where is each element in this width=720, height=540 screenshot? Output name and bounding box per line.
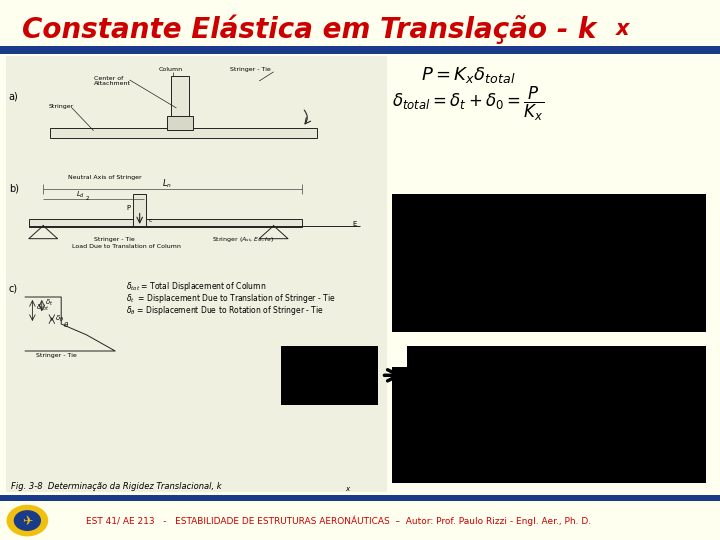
Text: $\delta_{tot}$ = Total Displacement of Column: $\delta_{tot}$ = Total Displacement of C… bbox=[126, 280, 266, 293]
Bar bbox=[392, 194, 706, 332]
Text: Stringer: Stringer bbox=[49, 104, 74, 109]
Text: b): b) bbox=[9, 184, 19, 194]
Text: $2$: $2$ bbox=[85, 194, 90, 202]
Bar bbox=[167, 116, 193, 130]
Text: Fig. 3-8  Determinação da Rigidez Translacional, k: Fig. 3-8 Determinação da Rigidez Transla… bbox=[11, 482, 222, 491]
Text: x: x bbox=[616, 19, 629, 39]
Text: c: c bbox=[149, 219, 153, 224]
Text: $\delta_\theta$: $\delta_\theta$ bbox=[55, 314, 65, 324]
Bar bbox=[50, 128, 317, 138]
Text: Stringer - Tie: Stringer - Tie bbox=[94, 238, 135, 242]
Bar bbox=[281, 346, 378, 405]
Bar bbox=[0, 495, 720, 501]
Text: Column: Column bbox=[158, 68, 183, 72]
Text: E: E bbox=[353, 221, 357, 227]
Text: $\delta_t$  = Displacement Due to Translation of Stringer - Tie: $\delta_t$ = Displacement Due to Transla… bbox=[126, 292, 336, 305]
Bar bbox=[0, 46, 720, 54]
Text: $\delta_t$: $\delta_t$ bbox=[45, 298, 54, 308]
Text: x: x bbox=[346, 486, 350, 492]
Bar bbox=[407, 346, 706, 405]
Text: $L_n$: $L_n$ bbox=[162, 178, 172, 190]
Text: Stringer - Tie: Stringer - Tie bbox=[230, 68, 271, 72]
Text: P: P bbox=[126, 205, 130, 211]
Text: $\theta$: $\theta$ bbox=[63, 320, 70, 329]
Bar bbox=[392, 367, 706, 483]
Text: $\delta_{tot}$: $\delta_{tot}$ bbox=[36, 303, 49, 313]
Text: a): a) bbox=[9, 92, 19, 102]
Text: Center of: Center of bbox=[94, 76, 123, 81]
Text: Stringer - Tie: Stringer - Tie bbox=[36, 354, 77, 359]
Text: $\delta_\theta$ = Displacement Due to Rotation of Stringer - Tie: $\delta_\theta$ = Displacement Due to Ro… bbox=[126, 304, 324, 317]
Bar bbox=[6, 56, 387, 492]
Text: $L_d$: $L_d$ bbox=[76, 190, 85, 200]
Text: EST 41/ AE 213   -   ESTABILIDADE DE ESTRUTURAS AERONÁUTICAS  –  Autor: Prof. Pa: EST 41/ AE 213 - ESTABILIDADE DE ESTRUTU… bbox=[86, 515, 592, 526]
Bar bbox=[29, 219, 302, 227]
Bar bbox=[171, 76, 189, 119]
Circle shape bbox=[7, 505, 48, 536]
Text: Neutral Axis of Stringer: Neutral Axis of Stringer bbox=[68, 176, 142, 180]
Text: $P = K_x\delta_{total}$: $P = K_x\delta_{total}$ bbox=[421, 64, 516, 85]
Text: Attachment: Attachment bbox=[94, 81, 130, 86]
Text: Stringer $(A_{st}, E_{st}, I_{st})$: Stringer $(A_{st}, E_{st}, I_{st})$ bbox=[212, 235, 274, 245]
Circle shape bbox=[14, 511, 40, 530]
Text: ✈: ✈ bbox=[22, 515, 32, 528]
Text: $\delta_{total} = \delta_t + \delta_0 = \dfrac{P}{K_x}$: $\delta_{total} = \delta_t + \delta_0 = … bbox=[392, 85, 544, 123]
Text: Load Due to Translation of Column: Load Due to Translation of Column bbox=[72, 245, 181, 249]
Text: Constante Elástica em Translação - k: Constante Elástica em Translação - k bbox=[22, 15, 596, 44]
Bar bbox=[133, 194, 146, 227]
Bar bbox=[0, 501, 61, 540]
Text: c): c) bbox=[9, 284, 18, 294]
